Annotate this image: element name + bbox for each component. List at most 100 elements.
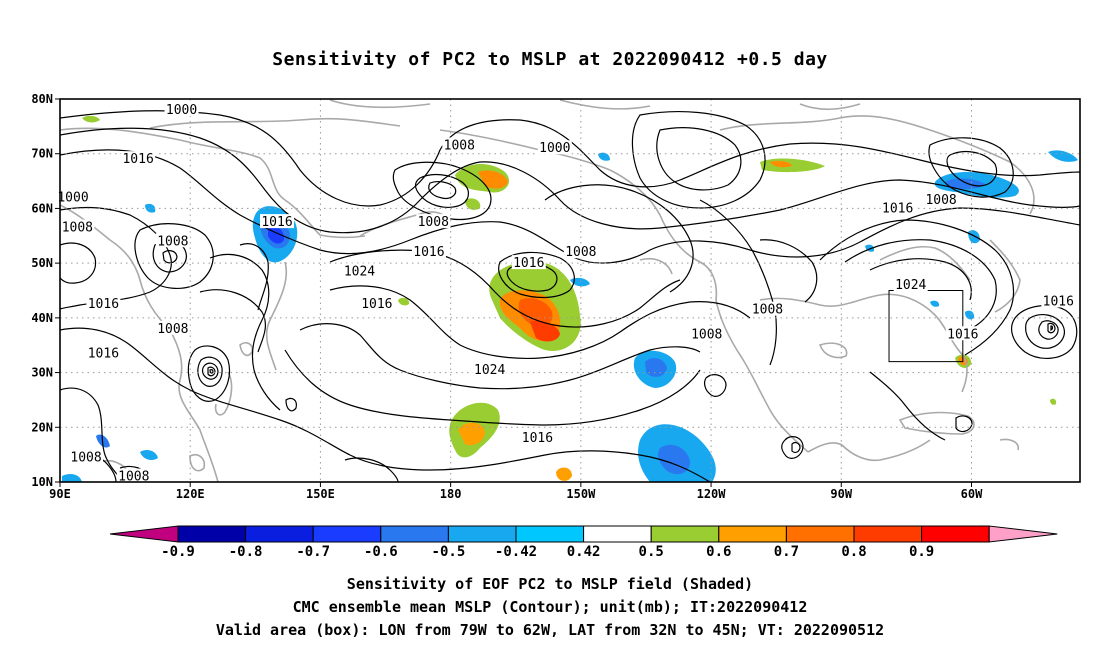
contour-label-bg — [86, 345, 121, 360]
contour-label: 1008 — [155, 320, 190, 337]
lon-tick-label: 90E — [49, 487, 71, 501]
contour-label: 1000 — [56, 189, 91, 205]
contour-label-bg — [86, 296, 121, 311]
negative-sensitivity-area — [1048, 150, 1078, 162]
contour-label-bg — [537, 140, 572, 155]
contour-label: 1024 — [893, 277, 928, 293]
contour-label: 1016 — [86, 296, 121, 312]
contour-label-text: 1016 — [261, 215, 292, 230]
contour-label-text: 1016 — [88, 346, 119, 361]
contour-label-bg — [442, 137, 477, 152]
negative-sensitivity-area — [62, 474, 82, 482]
colorbar-segment — [853, 525, 923, 543]
contour-label-text: 1008 — [565, 245, 596, 260]
contour-labels: 1000 1008 1000 1016 1000 1008 1016 1008 1008 1016… — [56, 101, 1076, 485]
contour-label-bg — [116, 468, 151, 483]
positive-sensitivity-area — [530, 320, 560, 342]
contour-label-bg — [893, 277, 928, 292]
contour-label-text: 1008 — [157, 322, 188, 337]
positive-sensitivity-area — [760, 158, 825, 173]
positive-sensitivity-area — [556, 467, 572, 481]
contour-label: 1008 — [116, 468, 151, 485]
contour-label: 1008 — [155, 233, 190, 249]
contour-label-bg — [56, 189, 91, 204]
contour-label-text: 1016 — [1043, 294, 1074, 309]
lon-tick-label: 150E — [306, 487, 335, 501]
contour-label-bg — [880, 200, 915, 215]
caption-line-1: Sensitivity of EOF PC2 to MSLP field (Sh… — [346, 575, 754, 593]
contour-label-bg — [472, 361, 507, 376]
caption-line-2: CMC ensemble mean MSLP (Contour); unit(m… — [292, 598, 808, 616]
contour-label-text: 1008 — [752, 303, 783, 318]
lat-tick-label: 30N — [31, 366, 53, 380]
lon-tick-label: 120E — [176, 487, 205, 501]
contour-label-text: 1000 — [539, 141, 570, 156]
positive-sensitivity-area — [398, 297, 410, 306]
contour-label-text: 1024 — [895, 278, 926, 293]
valid-area-box — [888, 290, 964, 363]
contour-label-bg — [563, 244, 598, 259]
colorbar-tick-label: 0.9 — [909, 544, 934, 560]
contour-label-bg — [359, 296, 394, 311]
negative-sensitivity-area — [570, 277, 590, 287]
contour-label: 1016 — [520, 430, 555, 446]
negative-sensitivity-area — [945, 178, 985, 190]
positive-sensitivity-area — [478, 170, 508, 189]
colorbar-segment — [515, 525, 585, 543]
contour-label: 1008 — [750, 301, 785, 318]
positive-sensitivity-area — [82, 115, 100, 123]
negative-sensitivity-area — [598, 152, 610, 161]
colorbar-arrow-right — [988, 525, 1058, 543]
lat-tick-label: 70N — [31, 147, 53, 161]
contour-label-text: 1000 — [166, 103, 197, 118]
contour-label-text: 1016 — [88, 297, 119, 312]
contour-label: 1016 — [359, 296, 394, 312]
negative-sensitivity-area — [268, 225, 285, 244]
contour-label-bg — [260, 214, 295, 229]
contour-label: 1016 — [511, 255, 546, 271]
colorbar-tick-label: -0.5 — [432, 544, 466, 560]
negative-sensitivity-area — [145, 203, 156, 213]
contour-label-bg — [945, 326, 980, 341]
contour-label-bg — [511, 255, 546, 270]
contour-label: 1000 — [537, 140, 572, 156]
negative-sensitivity-area — [965, 310, 975, 320]
colorbar-segment — [245, 525, 314, 543]
contour-label-text: 1016 — [413, 245, 444, 260]
lat-ticks: 80N 70N 60N 50N 40N 30N 20N 10N — [31, 92, 60, 489]
colorbar-segment — [380, 525, 449, 543]
colorbar: -0.9 -0.8 -0.7 -0.6 -0.5 -0.42 0.42 0.5 0.6 0.7 0.… — [109, 525, 1058, 560]
colorbar-arrow-left — [109, 525, 179, 543]
colorbar-tick-label: -0.7 — [296, 544, 330, 560]
contour-label-bg — [924, 192, 959, 207]
colorbar-tick-label: 0.8 — [841, 544, 866, 560]
contour-label: 1008 — [563, 244, 598, 260]
contour-label-text: 1008 — [70, 450, 101, 465]
contour-label-text: 1008 — [157, 234, 188, 249]
contour-label-text: 1016 — [947, 327, 978, 342]
positive-sensitivity-area — [465, 198, 481, 210]
contour-label: 1016 — [411, 244, 446, 260]
contour-label: 1008 — [924, 192, 959, 208]
lon-tick-label: 90W — [830, 487, 852, 501]
contour-label: 1008 — [416, 214, 451, 230]
contour-label-text: 1008 — [62, 221, 93, 236]
lon-ticks: 90E 120E 150E 180 150W 120W 90W 60W — [49, 482, 983, 501]
contour-label-text: 1016 — [522, 431, 553, 446]
contour-label-bg — [1041, 293, 1076, 308]
map-frame — [59, 98, 1081, 483]
coastlines — [60, 99, 1035, 482]
contour-label: 1016 — [260, 214, 295, 230]
lon-tick-label: 60W — [961, 487, 983, 501]
colorbar-segment — [447, 525, 517, 543]
colorbar-segment — [312, 525, 382, 543]
contour-label-bg — [155, 320, 190, 335]
contour-label: 1016 — [945, 326, 980, 342]
contour-label: 1008 — [689, 326, 724, 342]
contour-label-bg — [155, 233, 190, 248]
lat-lon-grid — [60, 99, 1080, 482]
contour-label-text: 1016 — [122, 152, 153, 167]
lon-tick-label: 120W — [697, 487, 727, 501]
mslp-contours — [60, 110, 1080, 482]
colorbar-segment — [177, 525, 247, 543]
